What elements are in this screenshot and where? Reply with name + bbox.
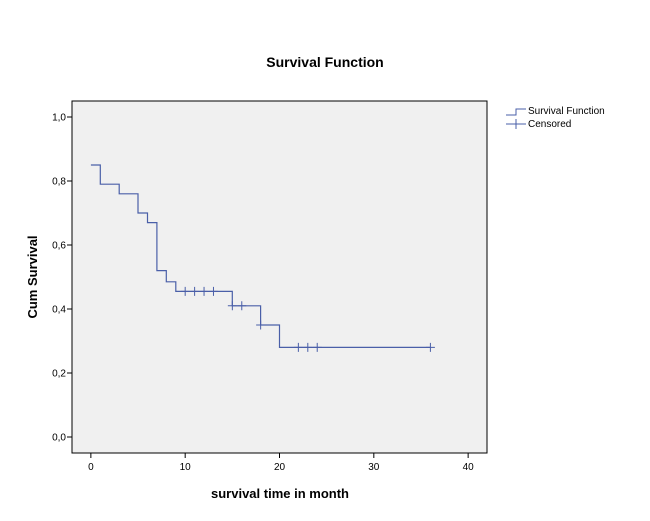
legend-label-survival-function: Survival Function (528, 106, 605, 117)
x-tick-label: 10 (180, 462, 192, 473)
y-tick-label: 0,2 (52, 369, 66, 380)
y-axis-label: Cum Survival (25, 235, 40, 318)
y-tick-label: 0,0 (52, 433, 66, 444)
y-tick-label: 0,6 (52, 241, 66, 252)
y-axis: 0,0 0,2 0,4 0,6 0,8 1,0 (52, 113, 72, 444)
x-axis: 0 10 20 30 40 (88, 453, 474, 473)
chart-title: Survival Function (266, 54, 383, 70)
y-tick-label: 0,8 (52, 177, 66, 188)
x-tick-label: 30 (368, 462, 380, 473)
legend: Survival Function Censored (506, 106, 605, 130)
x-tick-label: 0 (88, 462, 94, 473)
y-tick-label: 0,4 (52, 305, 66, 316)
x-axis-label: survival time in month (211, 486, 349, 501)
x-tick-label: 40 (463, 462, 475, 473)
legend-swatch-survival-function (506, 109, 526, 115)
y-tick-label: 1,0 (52, 113, 66, 124)
plot-area (72, 101, 487, 453)
x-tick-label: 20 (274, 462, 286, 473)
legend-label-censored: Censored (528, 119, 571, 130)
legend-swatch-censored (506, 119, 526, 129)
